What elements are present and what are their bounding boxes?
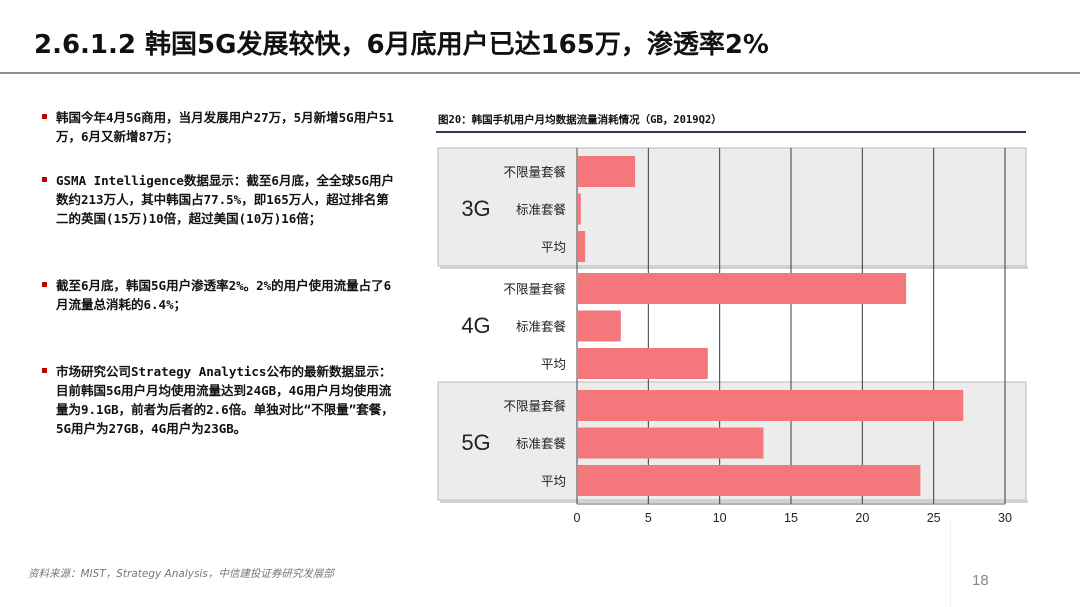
bar-4g-1	[578, 310, 621, 342]
page-title: 2.6.1.2 韩国5G发展较快，6月底用户已达165万，渗透率2%	[34, 30, 769, 60]
x-tick-label: 10	[713, 511, 727, 525]
bullet-text: 截至6月底，韩国5G用户渗透率2%。2%的用户使用流量占了6月流量总消耗的6.4…	[56, 278, 392, 312]
bullet-text: GSMA Intelligence数据显示：截至6月底，全全球5G用户数约213…	[56, 173, 395, 226]
group-band-shadow	[440, 500, 1028, 503]
chart-title: 图20：韩国手机用户月均数据流量消耗情况（GB，2019Q2）	[438, 114, 722, 126]
bar-chart: 不限量套餐标准套餐平均3G不限量套餐标准套餐平均4G不限量套餐标准套餐平均5G0…	[437, 147, 1028, 525]
bullet-item: 韩国今年4月5G商用，当月发展用户27万，5月新增5G用户51万，6月又新增87…	[40, 108, 400, 146]
category-label: 平均	[541, 357, 566, 372]
bar-4g-2	[578, 348, 708, 379]
category-label: 平均	[541, 474, 566, 489]
x-tick-label: 30	[998, 511, 1012, 525]
bullet-text: 市场研究公司Strategy Analytics公布的最新数据显示：目前韩国5G…	[56, 364, 394, 436]
bullet-item: 市场研究公司Strategy Analytics公布的最新数据显示：目前韩国5G…	[40, 362, 400, 438]
bullet-square-icon	[42, 282, 47, 287]
bar-3g-0	[578, 156, 636, 187]
group-band-shadow	[440, 266, 1028, 269]
bullet-text: 韩国今年4月5G商用，当月发展用户27万，5月新增5G用户51万，6月又新增87…	[56, 110, 394, 144]
category-label: 平均	[541, 240, 566, 255]
source-note: 资料来源：MIST，Strategy Analysis，中信建投证券研究发展部	[28, 568, 334, 580]
title-divider	[0, 72, 1080, 74]
bar-5g-2	[578, 465, 921, 496]
bullet-square-icon	[42, 177, 47, 182]
bullet-square-icon	[42, 368, 47, 373]
bar-3g-2	[578, 231, 586, 262]
x-tick-label: 5	[645, 511, 652, 525]
category-label: 不限量套餐	[503, 399, 566, 414]
page-number-box	[950, 520, 1031, 607]
group-label-4g: 4G	[461, 313, 490, 338]
bullet-square-icon	[42, 114, 47, 119]
category-label: 不限量套餐	[503, 165, 566, 180]
chart-title-divider	[436, 131, 1026, 133]
bullet-list: 韩国今年4月5G商用，当月发展用户27万，5月新增5G用户51万，6月又新增87…	[40, 108, 400, 463]
bullet-item: GSMA Intelligence数据显示：截至6月底，全全球5G用户数约213…	[40, 171, 400, 228]
bullet-item: 截至6月底，韩国5G用户渗透率2%。2%的用户使用流量占了6月流量总消耗的6.4…	[40, 276, 400, 314]
x-tick-label: 15	[784, 511, 798, 525]
x-tick-label: 25	[927, 511, 941, 525]
page-number: 18	[972, 572, 989, 589]
x-tick-label: 0	[574, 511, 581, 525]
group-label-5g: 5G	[461, 430, 490, 455]
category-label: 标准套餐	[516, 202, 567, 217]
bar-5g-0	[578, 390, 964, 421]
category-label: 不限量套餐	[503, 282, 566, 297]
bar-4g-0	[578, 273, 907, 304]
category-label: 标准套餐	[516, 319, 567, 334]
group-band-3g	[437, 147, 1027, 267]
x-tick-label: 20	[855, 511, 869, 525]
bar-5g-1	[578, 427, 764, 459]
bar-3g-1	[578, 193, 581, 225]
group-label-3g: 3G	[461, 196, 490, 221]
category-label: 标准套餐	[516, 436, 567, 451]
